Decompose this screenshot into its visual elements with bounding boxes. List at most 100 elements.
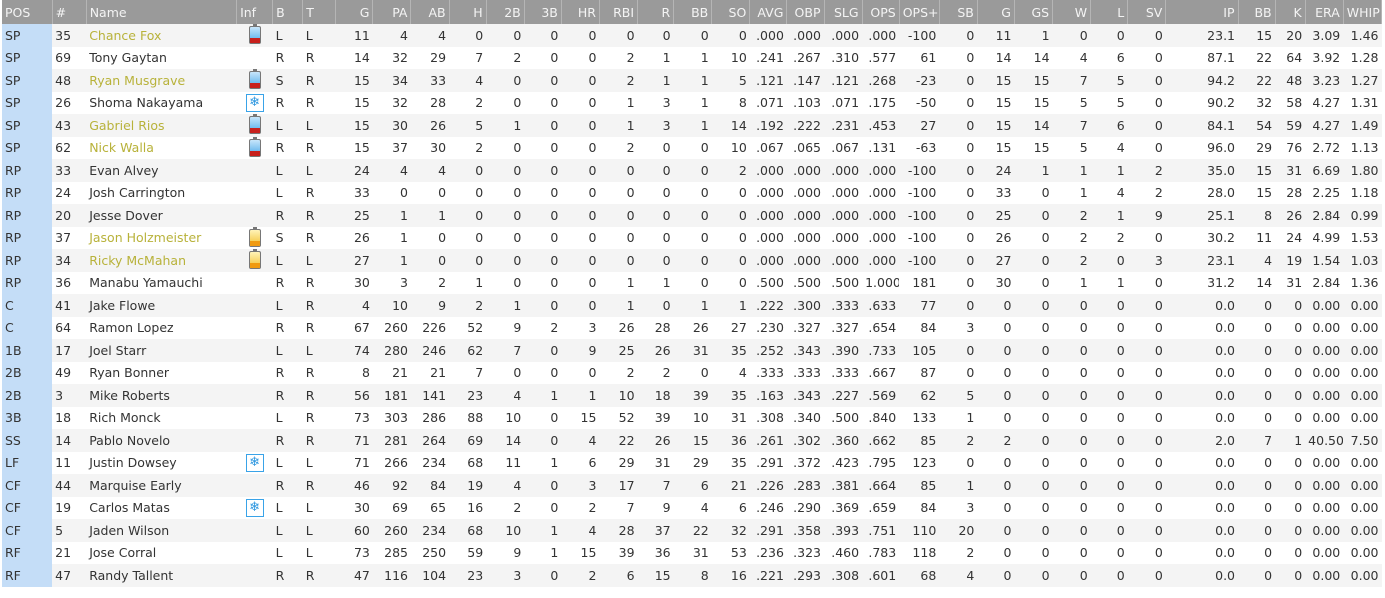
cell-name[interactable]: Ryan Musgrave [86,69,237,92]
table-row[interactable]: SS 14 Pablo Novelo R R 71 281 264 69 14 0 4 22 26 15 36… [2,429,1382,452]
column-header-sv[interactable]: SV [1127,0,1167,24]
table-row[interactable]: SP 69 Tony Gaytan R R 14 32 29 7 2 0 0 2 1 1 10 .241 .267… [2,46,1382,69]
cell-sb: 0 [966,140,975,156]
table-row[interactable]: RP 34 Ricky McMahan L L 27 1 0 0 0 0 0 0 0 0 0.000.000.… [2,249,1382,272]
column-header-k[interactable]: K [1275,0,1306,24]
table-row[interactable]: RP 24 Josh Carrington L R 33 0 0 0 0 0 0 0 0 0 0.000.00… [2,181,1382,204]
column-header-rbi[interactable]: RBI [599,0,639,24]
cell-name[interactable]: Tony Gaytan [89,50,167,66]
cell-name[interactable]: Marquise Early [86,474,237,497]
column-header-2b[interactable]: 2B [486,0,525,24]
table-row[interactable]: RF 21 Jose Corral L L 73 285 250 59 9 1 15 39 36 31 53.… [2,541,1382,564]
table-row[interactable]: RP 20 Jesse Dover R R 25 1 1 0 0 0 0 0 0 0 0.000.000.00… [2,204,1382,227]
table-row[interactable]: SP 43 Gabriel Rios L L 15 30 26 5 1 0 0 1 3 1 14.192.22… [2,114,1382,137]
column-header-so[interactable]: SO [711,0,751,24]
cell-name[interactable]: Randy Tallent [86,564,237,587]
cell-t: R [302,204,336,227]
table-row[interactable]: RP 36 Manabu Yamauchi R R 30 3 2 1 0 0 0 1 1 0 0 .500 .50… [2,271,1382,294]
cell-name[interactable]: Evan Alvey [86,159,237,182]
table-row[interactable]: 2B 3 Mike Roberts R R 56 181 141 23 4 1 1 10 18 39 35.1… [2,384,1382,407]
table-row[interactable]: CF 19 Carlos Matas ❄ L L 30 69 65 16 2 0 2 7 9 4 6.246.2… [2,496,1382,519]
cell-name[interactable]: Carlos Matas [89,500,170,516]
cell-name[interactable]: Shoma Nakayama [89,95,204,111]
cell--: 35 [52,24,87,47]
table-row[interactable]: 3B 18 Rich Monck L R 73 303 286 88 10 0 15 52 39 10 31.… [2,406,1382,429]
column-header-g[interactable]: G [977,0,1015,24]
cell-name[interactable]: Rich Monck [89,410,161,426]
table-row[interactable]: SP 26 Shoma Nakayama ❄ R R 15 32 28 2 0 0 0 1 3 1 8 .071.… [2,91,1382,114]
cell-pa: 3 [400,275,408,291]
column-header-slg[interactable]: SLG [824,0,863,24]
cell-ops: .664 [862,474,900,497]
column-header-pos[interactable]: POS [2,0,53,24]
cell-ab: 286 [422,410,447,426]
cell-name[interactable]: Jaden Wilson [86,519,237,542]
column-header-g[interactable]: G [335,0,374,24]
cell-g: 33 [995,185,1012,201]
column-header-avg[interactable]: AVG [749,0,788,24]
cell-hr: 0 [561,249,600,272]
cell-pa: 32 [392,95,408,111]
cell-name[interactable]: Jake Flowe [86,294,237,317]
table-row[interactable]: C 64 Ramon Lopez R R 67 260 226 52 9 2 3 26 28 26 27 .23… [2,316,1382,339]
cell-slg: .327 [831,320,860,336]
cell-slg: .000 [824,249,863,272]
column-header-obp[interactable]: OBP [786,0,825,24]
cell-era: 40.50 [1305,429,1344,452]
column-header-ab[interactable]: AB [410,0,450,24]
column-header-gs[interactable]: GS [1014,0,1054,24]
table-row[interactable]: RP 37 Jason Holzmeister S R 26 1 0 0 0 0 0 0 0 0 0 .000.… [2,226,1382,249]
table-row[interactable]: SP 62 Nick Walla R R 15 37 30 2 0 0 0 2 0 0 10 .067 .065.… [2,136,1382,159]
cell-name[interactable]: Chance Fox [86,24,237,47]
column-header-r[interactable]: R [637,0,675,24]
cell-name[interactable]: Mike Roberts [86,384,237,407]
cell-name[interactable]: Ricky McMahan [86,249,237,272]
table-row[interactable]: RF 47 Randy Tallent R R 47 116 104 23 3 0 2 6 15 8 16.2… [2,564,1382,587]
cell-name[interactable]: Jesse Dover [86,204,237,227]
cell-name[interactable]: Manabu Yamauchi [89,275,203,291]
cell-name[interactable]: Joel Starr [86,339,237,362]
column-header-inf[interactable]: Inf [236,0,274,24]
cell-name[interactable]: Ramon Lopez [89,320,174,336]
column-header-bb[interactable]: BB [673,0,713,24]
cell-name[interactable]: Jose Corral [89,545,157,561]
column-header--[interactable]: # [52,0,87,24]
table-row[interactable]: SP 35 Chance Fox L L 11 4 4 0 0 0 0 0 0 0 0.000.000.000… [2,24,1382,47]
table-row[interactable]: SP 48 Ryan Musgrave S R 15 34 33 4 0 0 0 2 1 1 5.121.14… [2,69,1382,92]
column-header-w[interactable]: W [1052,0,1092,24]
column-header-name[interactable]: Name [86,0,238,24]
cell-b: R [272,564,303,587]
column-header-ops[interactable]: OPS [862,0,900,24]
cell-name[interactable]: Jason Holzmeister [89,230,202,246]
column-header-h[interactable]: H [449,0,487,24]
cell-name[interactable]: Justin Dowsey [89,455,177,471]
table-row[interactable]: 1B 17 Joel Starr L L 74 280 246 62 7 0 9 25 26 31 35.25… [2,339,1382,362]
column-header-l[interactable]: L [1090,0,1129,24]
column-header-hr[interactable]: HR [561,0,600,24]
table-row[interactable]: CF 44 Marquise Early R R 46 92 84 19 4 0 3 17 7 6 21.22… [2,474,1382,497]
cell-name[interactable]: Gabriel Rios [86,114,237,137]
cell-ops-: 181 [912,275,937,291]
column-header-3b[interactable]: 3B [524,0,562,24]
column-header-ops-[interactable]: OPS+ [899,0,940,24]
column-header-bb[interactable]: BB [1238,0,1276,24]
cell-obp: .000 [786,24,824,47]
table-row[interactable]: C 41 Jake Flowe L R 4 10 9 2 1 0 0 1 0 1 1.222.300.333.… [2,294,1382,317]
column-header-pa[interactable]: PA [372,0,412,24]
table-row[interactable]: CF 5 Jaden Wilson L L 60 260 234 68 10 1 4 28 37 22 32.… [2,519,1382,542]
table-row[interactable]: 2B 49 Ryan Bonner R R 8 21 21 7 0 0 0 2 2 0 4 .333 .333 .3… [2,361,1382,384]
table-row[interactable]: LF 11 Justin Dowsey ❄ L L 71 266 234 68 11 1 6 29 31 29… [2,451,1382,474]
column-header-t[interactable]: T [302,0,337,24]
cell-name[interactable]: Pablo Novelo [86,429,237,452]
column-header-sb[interactable]: SB [939,0,978,24]
column-header-era[interactable]: ERA [1305,0,1344,24]
battery-low-icon [248,114,261,135]
column-header-whip[interactable]: WHIP [1343,0,1383,24]
column-header-ip[interactable]: IP [1165,0,1239,24]
table-row[interactable]: RP 33 Evan Alvey L L 24 4 4 0 0 0 0 0 0 0 2.000.000.000… [2,159,1382,182]
cell-gs: 0 [1041,500,1050,516]
column-header-b[interactable]: B [272,0,304,24]
cell-name[interactable]: Josh Carrington [89,185,186,201]
cell-name[interactable]: Nick Walla [89,140,154,156]
cell-name[interactable]: Ryan Bonner [89,365,170,381]
